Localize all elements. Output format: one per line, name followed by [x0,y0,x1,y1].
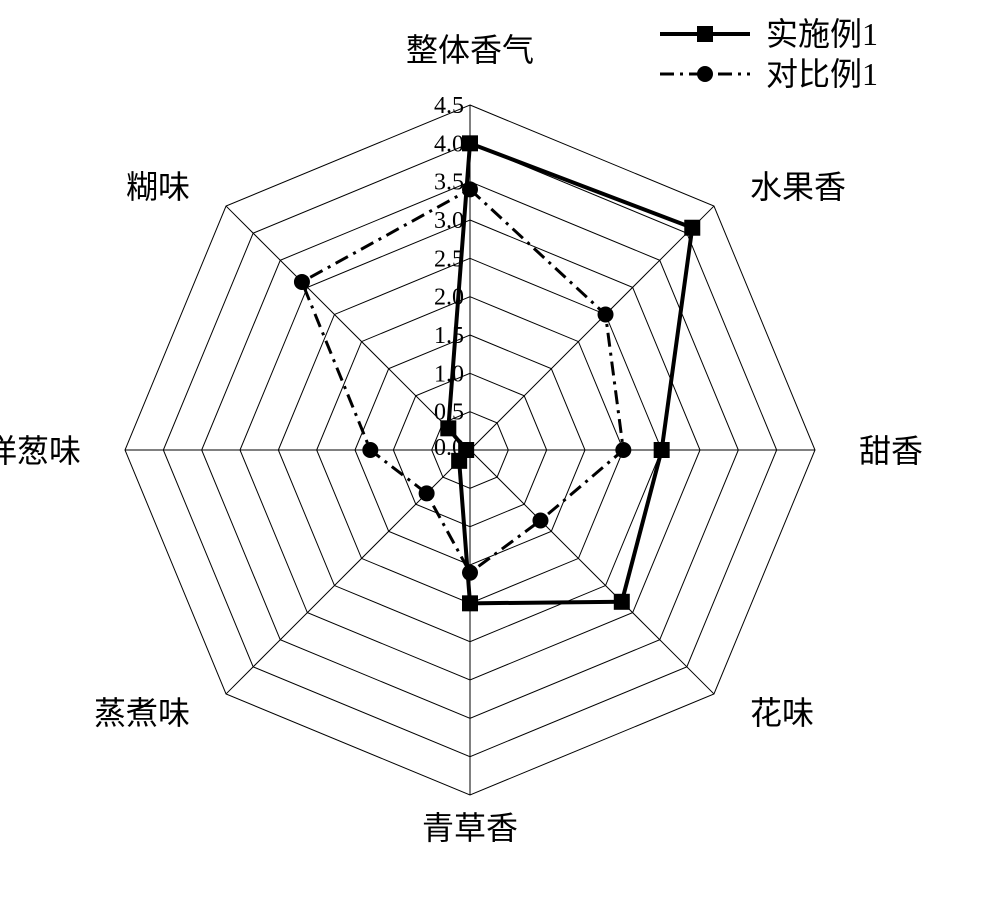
tick-label: 1.0 [434,361,464,387]
series-marker [458,442,474,458]
series-marker [294,274,310,290]
axis-label: 洋葱味 [0,433,81,469]
series-marker [532,512,548,528]
series-marker [462,595,478,611]
series-marker [440,420,456,436]
axis-label: 甜香 [859,433,923,469]
series-marker [462,135,478,151]
axis-label: 花味 [750,695,814,731]
axis-label: 整体香气 [406,32,534,68]
series-marker [462,565,478,581]
legend-label: 对比例1 [766,56,878,92]
series-marker [684,220,700,236]
tick-label: 4.5 [434,93,464,119]
series-marker [615,442,631,458]
radar-chart: 0.00.51.01.52.02.53.03.54.04.5整体香气水果香甜香花… [0,0,1000,898]
tick-label: 1.5 [434,323,464,349]
series-marker [614,594,630,610]
series-marker [654,442,670,458]
legend-label: 实施例1 [766,16,878,52]
chart-legend: 实施例1 对比例1 [660,16,878,92]
radar-series [294,135,700,611]
series-marker [419,485,435,501]
series-line [448,143,692,603]
tick-label: 3.0 [434,208,464,234]
axis-label: 糊味 [126,169,190,205]
series-marker [462,181,478,197]
series-marker [362,442,378,458]
axis-label: 青草香 [422,810,518,846]
tick-label: 4.0 [434,131,464,157]
axis-label: 水果香 [750,169,846,205]
axis-label: 蒸煮味 [94,695,190,731]
tick-label: 3.5 [434,170,464,196]
series-marker [598,306,614,322]
